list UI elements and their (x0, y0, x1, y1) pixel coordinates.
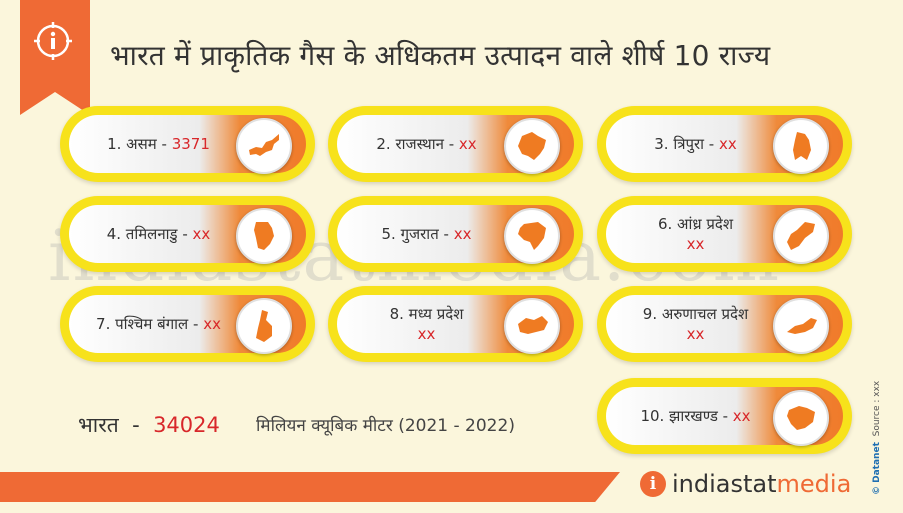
unit-label: मिलियन क्यूबिक मीटर (2021 - 2022) (256, 416, 515, 436)
state-card-9: 9. अरुणाचल प्रदेश xx (597, 286, 852, 362)
brand-name-part1: indiastat (672, 470, 777, 498)
west-bengal-map-icon (236, 298, 292, 354)
page-title: भारत में प्राकृतिक गैस के अधिकतम उत्पादन… (110, 39, 771, 72)
state-card-4: 4. तमिलनाडु - xx (60, 196, 315, 272)
arunachal-pradesh-map-icon (773, 298, 829, 354)
state-label: 10. झारखण्ड (640, 406, 718, 425)
tamil-nadu-map-icon (236, 208, 292, 264)
gujarat-map-icon (504, 208, 560, 264)
brand-logo-icon: i (640, 471, 666, 497)
publisher: © Datanet (872, 442, 882, 495)
andhra-pradesh-map-icon (773, 208, 829, 264)
rajasthan-map-icon (504, 118, 560, 174)
state-card-1: 1. असम - 3371 (60, 106, 315, 182)
state-card-3: 3. त्रिपुरा - xx (597, 106, 852, 182)
state-card-6: 6. आंध्र प्रदेश xx (597, 196, 852, 272)
info-icon (34, 22, 72, 60)
state-value: xx (458, 134, 477, 153)
state-value: xx (732, 406, 751, 425)
state-value: xx (192, 224, 211, 243)
total-value: 34024 (153, 413, 220, 437)
brand-name-part2: media (776, 470, 852, 498)
state-card-8: 8. मध्य प्रदेश xx (328, 286, 583, 362)
state-label: 2. राजस्थान (376, 134, 444, 153)
footer-bar (0, 472, 620, 502)
source-credit: © Datanet Source : xxx (872, 381, 882, 495)
state-label: 7. पश्चिम बंगाल (96, 314, 189, 333)
state-label: 9. अरुणाचल प्रदेश (642, 304, 749, 323)
state-value: xx (686, 235, 705, 253)
state-value: xx (417, 325, 436, 343)
total-separator: - (132, 413, 140, 437)
state-card-7: 7. पश्चिम बंगाल - xx (60, 286, 315, 362)
state-card-2: 2. राजस्थान - xx (328, 106, 583, 182)
assam-map-icon (236, 118, 292, 174)
source-text: Source : xxx (872, 380, 882, 437)
total-label: भारत (78, 413, 119, 437)
state-card-5: 5. गुजरात - xx (328, 196, 583, 272)
state-value: xx (718, 134, 737, 153)
jharkhand-map-icon (773, 390, 829, 446)
madhya-pradesh-map-icon (504, 298, 560, 354)
brand-logo: i indiastat media (640, 470, 851, 498)
state-value: 3371 (171, 134, 210, 153)
state-label: 4. तमिलनाडु (106, 224, 178, 243)
state-label: 6. आंध्र प्रदेश (657, 214, 734, 233)
state-label: 3. त्रिपुरा (654, 134, 705, 153)
state-label: 1. असम (107, 134, 157, 153)
state-value: xx (686, 325, 705, 343)
info-bookmark (20, 0, 90, 115)
state-value: xx (203, 314, 221, 333)
state-label: 8. मध्य प्रदेश (389, 304, 464, 323)
state-value: xx (453, 224, 472, 243)
india-total: भारत - 34024 (78, 411, 220, 439)
state-card-10: 10. झारखण्ड - xx (597, 378, 852, 454)
tripura-map-icon (773, 118, 829, 174)
state-label: 5. गुजरात (381, 224, 439, 243)
